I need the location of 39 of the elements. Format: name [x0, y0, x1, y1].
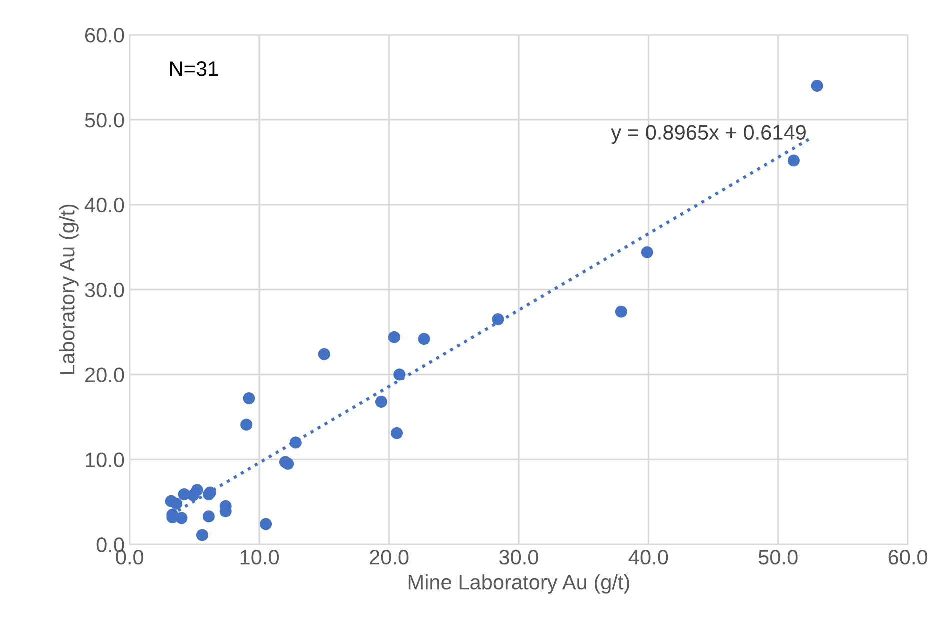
point	[240, 418, 253, 431]
point	[196, 529, 209, 542]
point	[811, 80, 824, 92]
y-tick-label: 60.0	[86, 28, 124, 43]
x-tick-label: 10.0	[240, 550, 280, 565]
y-tick-label: 50.0	[85, 112, 124, 128]
y-tick-label: 10.0	[86, 452, 124, 468]
point	[202, 510, 215, 523]
point	[394, 368, 406, 381]
annotation: y = 0.8965x + 0.6149	[611, 125, 806, 144]
point	[260, 518, 272, 530]
y-axis-title: Laboratory Au (g/t)	[59, 204, 79, 374]
x-tick-label: 20.0	[370, 550, 409, 565]
point	[176, 512, 188, 524]
point	[243, 392, 256, 405]
point	[492, 314, 504, 326]
point	[282, 458, 294, 470]
point	[388, 331, 400, 344]
point	[788, 154, 800, 167]
x-tick-label: 60.0	[888, 550, 928, 565]
y-tick-label: 30.0	[85, 282, 124, 298]
point	[170, 498, 183, 510]
point	[187, 489, 200, 502]
point	[418, 333, 430, 346]
annotation: N=31	[170, 62, 218, 76]
point	[318, 348, 330, 360]
y-tick-label: 20.0	[86, 368, 124, 383]
point	[641, 246, 654, 258]
x-tick-label: 40.0	[628, 550, 668, 565]
point	[375, 396, 388, 408]
x-axis-title: Mine Laboratory Au (g/t)	[408, 574, 630, 594]
point	[290, 436, 302, 449]
point	[615, 306, 628, 318]
point	[391, 427, 404, 440]
y-tick-label: 40.0	[84, 198, 124, 213]
x-tick-label: 50.0	[758, 550, 798, 565]
x-tick-label: 0.0	[116, 550, 144, 565]
y-tick-label: 0.0	[96, 538, 124, 552]
x-tick-label: 30.0	[499, 550, 538, 565]
